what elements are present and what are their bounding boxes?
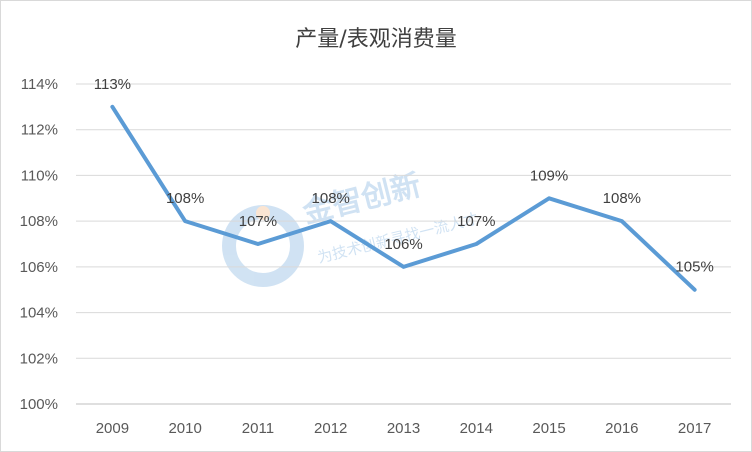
watermark-logo-dot-icon [256, 206, 270, 220]
y-tick-label: 104% [20, 305, 58, 322]
data-label: 113% [94, 76, 131, 93]
chart-title: 产量/表观消费量 [295, 27, 457, 52]
data-label: 107% [239, 213, 277, 230]
data-label: 108% [603, 190, 641, 207]
data-label: 108% [166, 190, 204, 207]
x-tick-label: 2016 [605, 420, 638, 437]
y-tick-label: 112% [21, 122, 58, 139]
data-label: 109% [530, 167, 568, 184]
y-tick-label: 102% [20, 350, 58, 367]
y-tick-label: 106% [20, 259, 58, 276]
x-tick-label: 2015 [532, 420, 565, 437]
watermark-logo-icon [222, 205, 304, 287]
y-tick-label: 110% [21, 167, 58, 184]
x-tick-label: 2010 [168, 420, 201, 437]
x-tick-label: 2017 [678, 420, 711, 437]
data-label: 108% [312, 190, 350, 207]
y-tick-label: 114% [21, 76, 58, 93]
x-tick-label: 2014 [460, 420, 493, 437]
data-label: 107% [457, 213, 495, 230]
y-tick-label: 100% [20, 396, 58, 413]
x-tick-label: 2009 [96, 420, 129, 437]
data-label: 106% [384, 236, 422, 253]
data-label: 105% [675, 259, 713, 276]
y-tick-label: 108% [20, 213, 58, 230]
series-line [110, 104, 697, 292]
x-tick-label: 2013 [387, 420, 420, 437]
x-tick-label: 2011 [242, 420, 274, 437]
x-tick-label: 2012 [314, 420, 347, 437]
